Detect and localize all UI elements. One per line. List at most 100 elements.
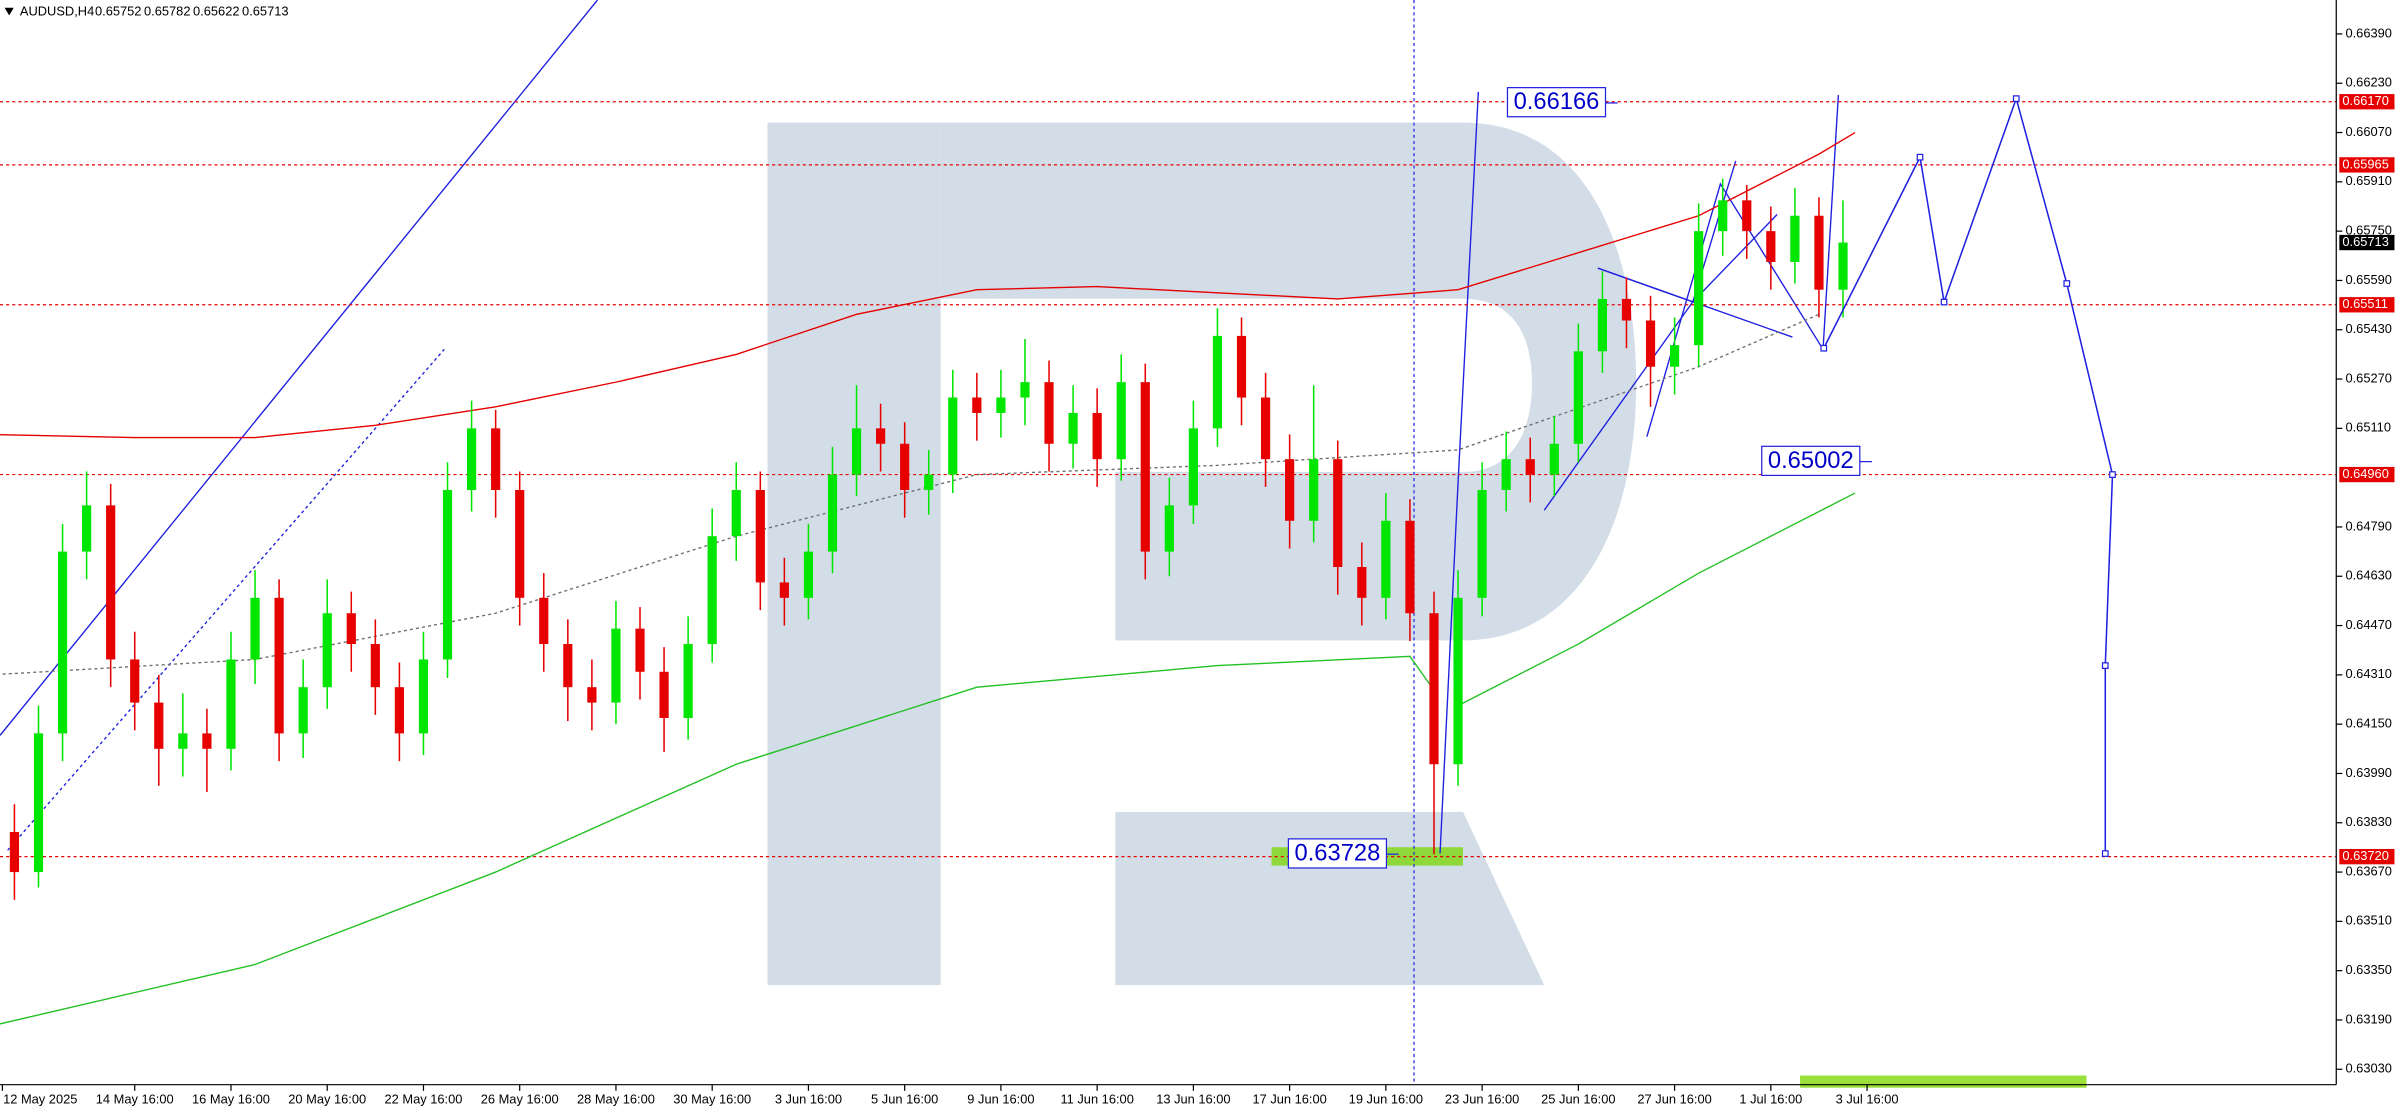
header-price: 0.65782 <box>144 4 190 19</box>
candle-body <box>226 659 236 749</box>
level-label: 0.66170 <box>2342 93 2388 108</box>
candle-body <box>274 597 284 734</box>
candle-body <box>1333 459 1343 568</box>
candle-body <box>1814 215 1824 290</box>
candle-body <box>322 613 332 688</box>
y-tick-label: 0.64630 <box>2345 568 2391 583</box>
level-label-bg <box>2339 466 2395 483</box>
candle-body <box>611 628 621 703</box>
candle-body <box>635 628 645 672</box>
x-tick-label: 22 May 16:00 <box>384 1091 462 1106</box>
candle-body <box>1285 459 1295 521</box>
candle-body <box>1718 200 1728 232</box>
header-price: 0.65622 <box>193 4 239 19</box>
level-label-bg <box>2339 848 2395 865</box>
candle-body <box>996 397 1006 413</box>
x-tick-label: 26 May 16:00 <box>481 1091 559 1106</box>
x-tick-label: 3 Jul 16:00 <box>1836 1091 1899 1106</box>
candle-body <box>924 474 934 490</box>
x-tick-label: 3 Jun 16:00 <box>775 1091 842 1106</box>
y-tick-label: 0.65590 <box>2345 272 2391 287</box>
forecast-point <box>2109 471 2116 478</box>
candle-body <box>1092 412 1102 460</box>
candle-body <box>1525 459 1535 475</box>
indicator-line <box>0 492 1856 1025</box>
candle-body <box>202 733 212 749</box>
indicator-line <box>1823 96 2114 854</box>
x-tick-label: 12 May 2025 <box>3 1091 77 1106</box>
candle-body <box>683 644 693 718</box>
candle-body <box>178 733 188 749</box>
x-tick-label: 11 Jun 16:00 <box>1060 1091 1133 1106</box>
candle-body <box>394 687 404 734</box>
candle-body <box>851 428 862 475</box>
candle-body <box>1044 382 1054 444</box>
candle-body <box>1164 505 1174 552</box>
x-tick-label: 13 Jun 16:00 <box>1156 1091 1230 1106</box>
candle-body <box>1140 382 1150 552</box>
x-tick-label: 25 Jun 16:00 <box>1541 1091 1615 1106</box>
candle-body <box>1501 459 1511 490</box>
forecast-point <box>1916 153 1924 161</box>
candle-body <box>491 428 501 490</box>
candle-body <box>1236 335 1247 398</box>
level-label: 0.65511 <box>2342 296 2388 311</box>
candle-body <box>1477 489 1487 598</box>
annotation-label: 0.65002 <box>1768 448 1854 474</box>
x-tick-label: 19 Jun 16:00 <box>1349 1091 1423 1106</box>
candle-body <box>370 644 380 688</box>
forecast-point <box>2063 280 2071 287</box>
x-tick-label: 30 May 16:00 <box>673 1091 751 1106</box>
x-tick-label: 23 Jun 16:00 <box>1445 1091 1519 1106</box>
watermark-bowl <box>940 122 1637 641</box>
candle-body <box>1694 231 1704 346</box>
y-tick-label: 0.66390 <box>2345 25 2391 40</box>
candle-body <box>1742 200 1752 232</box>
indicator-line <box>0 131 1856 439</box>
candle-body <box>466 428 477 490</box>
annotation-label: 0.66166 <box>1514 89 1600 115</box>
level-label: 0.65713 <box>2342 234 2388 249</box>
header-price: 0.65752 <box>95 4 141 19</box>
forecast-point <box>2101 662 2109 669</box>
forecast-point <box>2101 850 2109 857</box>
x-tick-label: 14 May 16:00 <box>96 1091 174 1106</box>
candle-body <box>972 397 982 413</box>
x-tick-label: 20 May 16:00 <box>288 1091 366 1106</box>
y-tick-label: 0.65910 <box>2345 173 2391 188</box>
x-tick-label: 17 Jun 16:00 <box>1252 1091 1326 1106</box>
y-tick-label: 0.66070 <box>2345 124 2391 139</box>
candle-body <box>539 597 549 645</box>
level-label: 0.65965 <box>2342 156 2388 171</box>
x-tick-label: 28 May 16:00 <box>577 1091 655 1106</box>
candle-body <box>755 489 765 583</box>
candle-body <box>130 659 140 703</box>
candle-body <box>154 702 164 749</box>
candle-body <box>876 428 886 444</box>
y-tick-label: 0.63670 <box>2345 863 2391 878</box>
candle-body <box>1212 335 1223 429</box>
y-tick-label: 0.65270 <box>2345 370 2391 385</box>
candle-body <box>106 505 116 660</box>
candle-body <box>418 659 429 734</box>
candle-body <box>1116 382 1126 460</box>
y-tick-label: 0.65110 <box>2345 420 2391 435</box>
candle-body <box>33 733 44 873</box>
annotation-box <box>1506 87 1607 118</box>
candle-body <box>1549 443 1559 475</box>
watermark-stem <box>767 122 941 986</box>
y-tick-label: 0.63830 <box>2345 814 2391 829</box>
forecast-point <box>1820 344 1828 352</box>
candle-body <box>57 551 68 734</box>
x-tick-label: 16 May 16:00 <box>192 1091 270 1106</box>
level-label-bg <box>2339 157 2395 173</box>
candle-body <box>1766 231 1776 262</box>
candle-body <box>1669 345 1680 367</box>
menu-icon <box>4 7 14 16</box>
level-label: 0.63720 <box>2342 848 2388 863</box>
candle-body <box>707 536 717 645</box>
forecast-point <box>1940 298 1948 306</box>
candle-body <box>803 551 814 598</box>
y-tick-label: 0.63350 <box>2345 962 2391 977</box>
